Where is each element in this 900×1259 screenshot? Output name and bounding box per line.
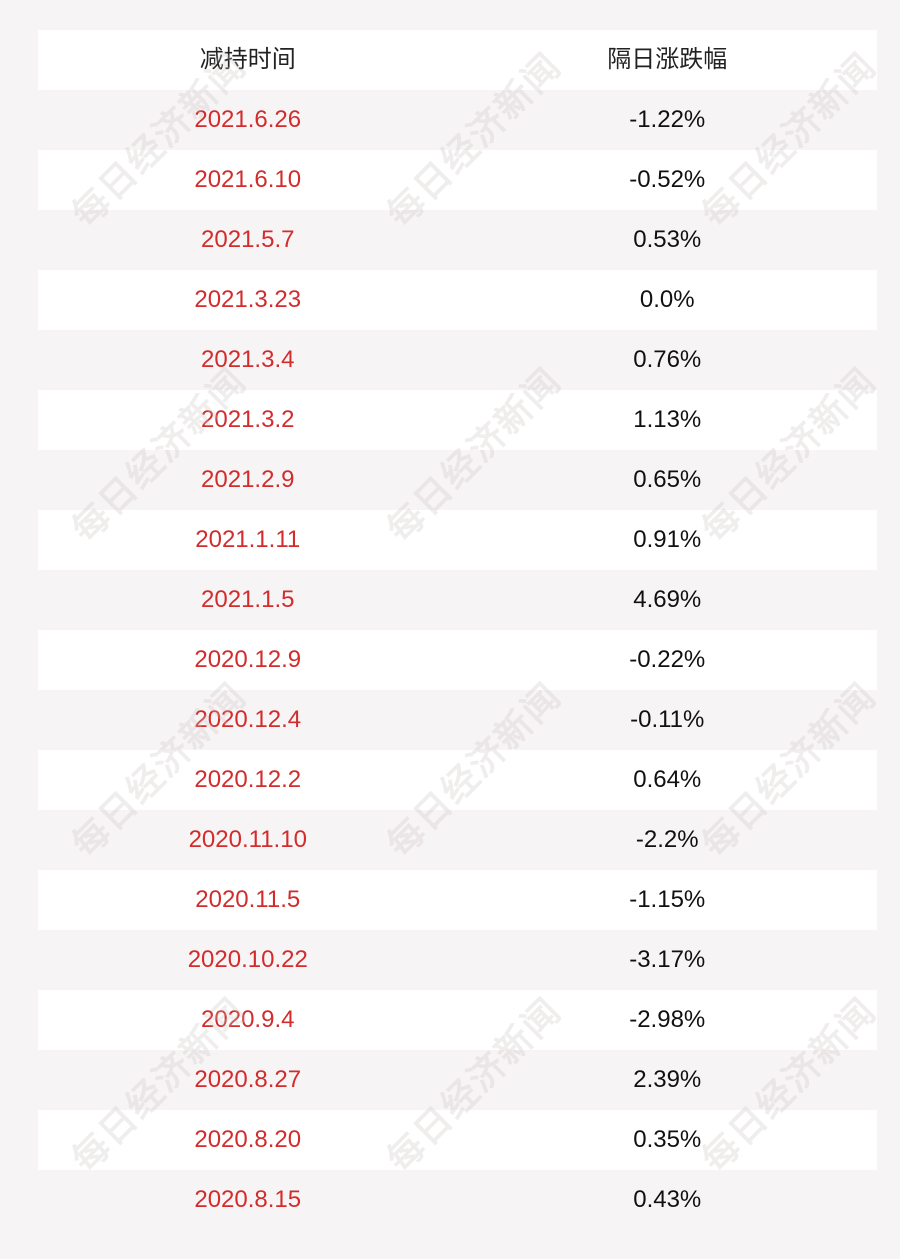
row-change: -0.11% bbox=[630, 706, 705, 733]
row-change: -1.22% bbox=[629, 106, 706, 133]
row-change: 4.69% bbox=[633, 586, 702, 613]
table-header: 减持时间 隔日涨跌幅 bbox=[38, 30, 877, 90]
row-change: -2.98% bbox=[629, 1006, 706, 1033]
table-row: 2021.1.5 4.69% bbox=[38, 570, 877, 630]
row-date: 2021.2.9 bbox=[201, 466, 295, 493]
row-date: 2020.10.22 bbox=[187, 946, 308, 973]
row-change: 0.53% bbox=[633, 226, 702, 253]
row-date: 2021.3.4 bbox=[201, 346, 295, 373]
row-date: 2020.8.15 bbox=[194, 1186, 302, 1213]
table-row: 2021.3.2 1.13% bbox=[38, 390, 877, 450]
row-date: 2020.12.9 bbox=[194, 646, 302, 673]
row-change: 0.35% bbox=[633, 1126, 702, 1153]
table-row: 2021.6.26 -1.22% bbox=[38, 90, 877, 150]
row-date: 2020.8.27 bbox=[194, 1066, 302, 1093]
row-date: 2020.9.4 bbox=[201, 1006, 295, 1033]
row-change: -3.17% bbox=[629, 946, 706, 973]
row-date: 2021.3.23 bbox=[194, 286, 302, 313]
table-row: 2020.11.10 -2.2% bbox=[38, 810, 877, 870]
row-change: 1.13% bbox=[633, 406, 702, 433]
row-change: 0.91% bbox=[633, 526, 702, 553]
row-date: 2020.12.4 bbox=[194, 706, 302, 733]
row-date: 2021.5.7 bbox=[201, 226, 295, 253]
table-row: 2021.3.23 0.0% bbox=[38, 270, 877, 330]
row-date: 2021.1.11 bbox=[195, 526, 301, 553]
table-row: 2020.11.5 -1.15% bbox=[38, 870, 877, 930]
row-date: 2021.1.5 bbox=[201, 586, 295, 613]
table-row: 2020.12.9 -0.22% bbox=[38, 630, 877, 690]
row-change: 0.76% bbox=[633, 346, 702, 373]
table-row: 2021.5.7 0.53% bbox=[38, 210, 877, 270]
row-date: 2021.6.10 bbox=[194, 166, 302, 193]
row-date: 2020.11.5 bbox=[195, 886, 301, 913]
row-date: 2020.11.10 bbox=[188, 826, 307, 853]
row-change: -2.2% bbox=[635, 826, 699, 853]
row-change: -0.52% bbox=[629, 166, 706, 193]
reduction-table: 减持时间 隔日涨跌幅 2021.6.26 -1.22% 2021.6.10 -0.52… bbox=[38, 30, 877, 1230]
table-row: 2020.9.4 -2.98% bbox=[38, 990, 877, 1050]
table-row: 2020.12.4 -0.11% bbox=[38, 690, 877, 750]
row-change: -1.15% bbox=[629, 886, 706, 913]
row-date: 2021.6.26 bbox=[194, 106, 302, 133]
row-change: 0.43% bbox=[633, 1186, 702, 1213]
header-date: 减持时间 bbox=[199, 46, 296, 73]
row-change: 0.65% bbox=[633, 466, 702, 493]
table-row: 2021.6.10 -0.52% bbox=[38, 150, 877, 210]
row-change: 2.39% bbox=[633, 1066, 702, 1093]
table-row: 2021.3.4 0.76% bbox=[38, 330, 877, 390]
row-change: -0.22% bbox=[629, 646, 706, 673]
table-row: 2020.8.27 2.39% bbox=[38, 1050, 877, 1110]
table-row: 2021.2.9 0.65% bbox=[38, 450, 877, 510]
row-date: 2020.8.20 bbox=[194, 1126, 302, 1153]
row-change: 0.64% bbox=[633, 766, 702, 793]
row-date: 2020.12.2 bbox=[194, 766, 302, 793]
table-row: 2020.8.20 0.35% bbox=[38, 1110, 877, 1170]
row-change: 0.0% bbox=[639, 286, 695, 313]
table-row: 2021.1.11 0.91% bbox=[38, 510, 877, 570]
table-body: 2021.6.26 -1.22% 2021.6.10 -0.52% 2021.5.7 0.… bbox=[38, 90, 877, 1230]
table-row: 2020.8.15 0.43% bbox=[38, 1170, 877, 1230]
header-change: 隔日涨跌幅 bbox=[607, 46, 728, 73]
table-row: 2020.10.22 -3.17% bbox=[38, 930, 877, 990]
table-row: 2020.12.2 0.64% bbox=[38, 750, 877, 810]
row-date: 2021.3.2 bbox=[201, 406, 295, 433]
